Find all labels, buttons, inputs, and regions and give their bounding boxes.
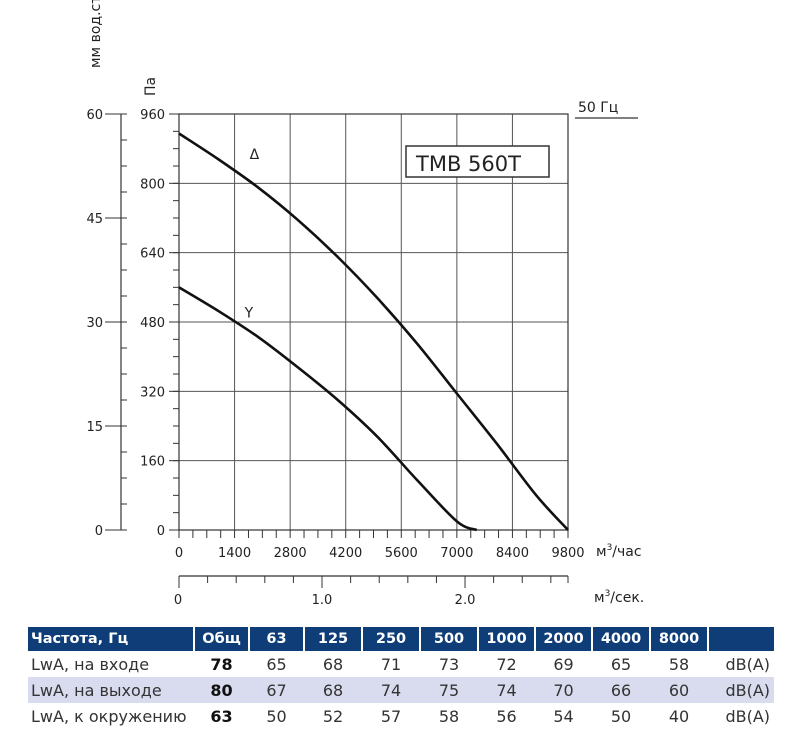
table-cell: 65: [266, 654, 287, 674]
y-tick-label-pa: 960: [140, 108, 165, 123]
table-header-cell: 125: [303, 627, 362, 651]
x2-tick-label: 2.0: [455, 593, 476, 608]
table-cell: 74: [478, 677, 535, 703]
table-cell: 71: [380, 654, 402, 674]
x-tick-label: 4200: [329, 546, 362, 561]
model-title: TMB 560T: [415, 152, 521, 176]
unit-cell: dB(A): [725, 654, 770, 674]
noise-table: Частота, Гц Общ 63 125 250 500 1000 2000 4000 800…: [28, 627, 774, 729]
x2-tick-label: 1.0: [312, 593, 333, 608]
x-axis-m3-per-sec: 0 1.0 2.0: [174, 575, 569, 608]
curve-label: Y: [244, 306, 254, 322]
table-cell: LwA, на входе: [31, 654, 150, 674]
x2-tick-label: 0: [174, 593, 182, 608]
table-cell: 70: [535, 677, 592, 703]
table-header-cell: 4000: [591, 627, 650, 651]
x-axis-label-m3h: м3/час: [596, 543, 642, 560]
table-header-cell: 63: [248, 627, 304, 651]
curve-delta: [178, 132, 569, 531]
y-tick-label-mm: 60: [86, 108, 103, 123]
table-row: LwA, к окружению 63 50 52 57 58 56 54 50 40 dB(A): [28, 703, 774, 729]
total-cell: 63: [210, 706, 233, 726]
table-header-cell: 250: [361, 627, 420, 651]
table-header-cell: 1000: [477, 627, 535, 651]
fan-performance-chart: 0 1400 2800 4200 5600 7000 8400 9800 0 160 320 480 6…: [86, 0, 644, 608]
y-tick-label-pa: 0: [157, 524, 165, 539]
y-tick-label-mm: 45: [86, 212, 103, 227]
table-header-cell: Частота, Гц: [28, 627, 194, 651]
table-cell: 67: [249, 677, 304, 703]
table-cell: LwA, к окружению: [31, 706, 187, 726]
table-header-cell: 8000: [649, 627, 708, 651]
x-tick-label: 9800: [551, 546, 584, 561]
table-row: LwA, на выходе 80 67 68 74 75 74 70 66 60 dB(A): [28, 677, 774, 703]
x-tick-label: 1400: [218, 546, 251, 561]
table-cell: 40: [668, 706, 690, 726]
x-tick-label: 2800: [274, 546, 307, 561]
x-tick-label: 8400: [496, 546, 529, 561]
curves: ΔY: [178, 132, 569, 532]
y-tick-label-mm: 15: [86, 420, 103, 435]
table-cell: 74: [362, 677, 420, 703]
x-tick-label: 7000: [440, 546, 473, 561]
unit-cell: dB(A): [725, 706, 770, 726]
table-header-row: Частота, Гц Общ 63 125 250 500 1000 2000 4000 800…: [28, 627, 774, 651]
table-header-cell: [707, 627, 774, 651]
table-cell: 50: [610, 706, 632, 726]
table-cell: 68: [322, 654, 344, 674]
y-tick-label-pa: 320: [140, 385, 165, 400]
plot-frame: [178, 113, 569, 531]
x-tick-label: 0: [175, 546, 183, 561]
y-axis-mm: 0 15 30 45 60: [86, 108, 127, 539]
x-axis-label-m3s: м3/сек.: [594, 589, 644, 606]
table-cell: 54: [553, 706, 574, 726]
table-cell: 73: [438, 654, 460, 674]
table-cell: 68: [304, 677, 362, 703]
table-cell: 52: [322, 706, 344, 726]
table-cell: 58: [438, 706, 460, 726]
table-cell: 50: [266, 706, 287, 726]
table-cell: 65: [610, 654, 632, 674]
table-cell: 56: [496, 706, 517, 726]
table-cell: 75: [420, 677, 478, 703]
table-cell: 72: [496, 654, 517, 674]
y-tick-label-pa: 480: [140, 316, 165, 331]
unit-cell: dB(A): [708, 677, 774, 703]
y-tick-label-pa: 160: [140, 455, 165, 470]
table-cell: 66: [592, 677, 650, 703]
y-axis-label-mm: мм вод.ст.: [88, 0, 104, 68]
model-title-box: [405, 145, 550, 178]
y-tick-label-mm: 0: [95, 524, 103, 539]
curve-label: Δ: [250, 147, 260, 163]
table-cell: 69: [553, 654, 574, 674]
y-axis-label-pa: Па: [143, 77, 159, 96]
table-cell: LwA, на выходе: [28, 677, 194, 703]
table-cell: 57: [380, 706, 402, 726]
table-header-cell: 500: [419, 627, 478, 651]
y-tick-label-pa: 640: [140, 247, 165, 262]
total-cell: 78: [210, 654, 233, 674]
x-tick-label: 5600: [385, 546, 418, 561]
y-tick-label-pa: 800: [140, 177, 165, 192]
table-header-cell: Общ: [193, 627, 249, 651]
total-cell: 80: [194, 677, 249, 703]
frequency-label: 50 Гц: [578, 100, 618, 116]
table-header-cell: 2000: [534, 627, 592, 651]
table-row: LwA, на входе 78 65 68 71 73 72 69 65 58 dB(A): [28, 651, 774, 677]
table-cell: 60: [650, 677, 708, 703]
y-tick-label-mm: 30: [86, 316, 103, 331]
curve-y: [178, 286, 478, 532]
table-cell: 58: [668, 654, 690, 674]
